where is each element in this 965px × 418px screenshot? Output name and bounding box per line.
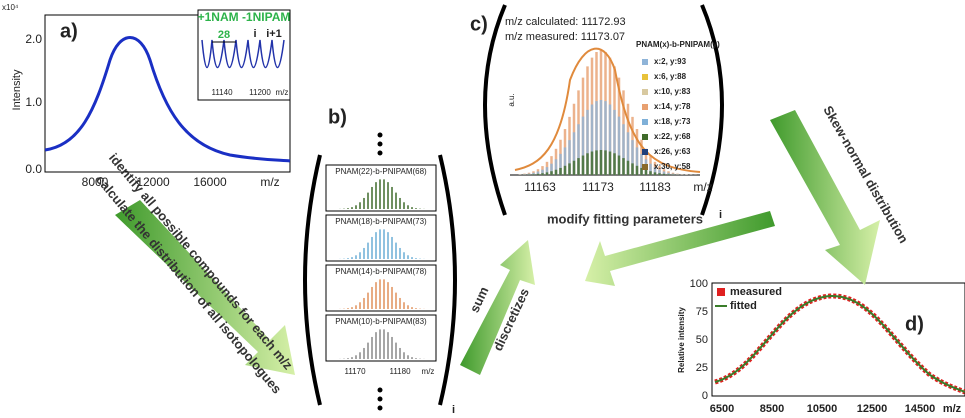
spectrum-label: PNAM(10)-b-PNIPAM(83)	[335, 317, 427, 326]
legend-label: x:2, y:93	[654, 57, 687, 66]
bracket	[483, 4, 507, 216]
y-tick-label: 0	[702, 390, 708, 402]
fitted-curve	[714, 294, 965, 393]
panel-label: b)	[328, 106, 347, 128]
peak-label: i+1	[266, 28, 282, 40]
axes-frame	[711, 282, 965, 397]
x-tick-label: 10500	[807, 403, 838, 415]
spectrum-box	[325, 164, 437, 212]
panel-d: d) measured fitted Relative intensity 10…	[677, 278, 965, 415]
bracket	[700, 4, 724, 216]
inset-title: +1NAM -1NIPAM	[198, 10, 291, 24]
x-tick-label: 12000	[136, 175, 170, 189]
arrow	[770, 110, 880, 285]
arrow-label: modify fitting parameters	[547, 211, 703, 226]
x-label: m/z	[260, 175, 279, 189]
spectrum-box	[325, 264, 437, 312]
x-tick-label: 12500	[857, 403, 888, 415]
legend-label: fitted	[730, 300, 757, 312]
legend-swatch	[642, 74, 648, 80]
y-exponent: x10⁴	[2, 3, 19, 12]
legend-swatch	[642, 164, 648, 170]
index: i	[452, 404, 455, 416]
x-tick-label: 6500	[710, 403, 734, 415]
x-tick-label: 8000	[82, 175, 109, 189]
y-tick-label: 50	[696, 334, 708, 346]
legend-swatch	[642, 59, 648, 65]
inset-x-tick: 11200	[249, 88, 271, 97]
index: i	[719, 209, 722, 221]
arrow-label: sum	[467, 284, 492, 315]
legend-swatch	[642, 104, 648, 110]
arrows: identify all possible compounds for each…	[93, 103, 911, 396]
panel-a: a) Intensity x10⁴ 2.0 1.0 0.0 8000 12000…	[2, 3, 291, 189]
legend-swatch	[642, 134, 648, 140]
x-tick-label: 11173	[582, 180, 614, 194]
x-tick-label: 11163	[524, 180, 556, 194]
spectrum-label: PNAM(22)-b-PNIPAM(68)	[335, 167, 427, 176]
legend-label: x:14, y:78	[654, 102, 691, 111]
y-tick-label: 2.0	[25, 32, 42, 46]
spectrum-box	[325, 214, 437, 262]
y-label: a.u.	[507, 93, 516, 106]
spacing: 28	[218, 29, 230, 41]
y-tick-label: 0.0	[25, 162, 42, 176]
legend-swatch	[642, 149, 648, 155]
peak-label: i	[253, 28, 256, 40]
legend-label: x:6, y:88	[654, 72, 687, 81]
x-tick-label: 11170	[344, 367, 366, 376]
legend-title: PNAM(x)-b-PNIPAM(y)	[636, 40, 720, 49]
dots	[377, 132, 383, 411]
x-label: m/z	[693, 180, 712, 194]
inset-x-label: m/z	[276, 88, 289, 97]
bracket	[438, 154, 457, 406]
inset-x-tick: 11140	[211, 88, 233, 97]
arrow-label: calculate the distribution of all isotop…	[93, 172, 285, 396]
x-tick-label: 16000	[193, 175, 227, 189]
panel-c: c) m/z calculated: 11172.93 m/z measured…	[470, 4, 724, 221]
legend-swatch	[642, 119, 648, 125]
arrow	[460, 240, 535, 375]
x-label: m/z	[422, 367, 435, 376]
x-label: m/z	[943, 403, 962, 415]
y-tick-label: 1.0	[25, 95, 42, 109]
y-tick-label: 100	[690, 278, 708, 290]
spectrum	[44, 36, 291, 163]
arrow	[115, 200, 295, 375]
spectrum-label: PNAM(14)-b-PNIPAM(78)	[335, 267, 427, 276]
panel-label: d)	[905, 313, 924, 335]
legend-swatch	[717, 288, 725, 296]
arrow	[585, 211, 775, 286]
x-tick-label: 8500	[760, 403, 784, 415]
legend-label: x:18, y:73	[654, 117, 691, 126]
envelope	[514, 47, 701, 173]
panel-b: b) PNAM(22)-b-PNIPAM(68) PNAM(18)-b-PNIPA…	[303, 106, 457, 416]
x-tick-label: 11180	[389, 367, 411, 376]
spectrum-label: PNAM(18)-b-PNIPAM(73)	[335, 217, 427, 226]
measured: m/z measured: 11173.07	[505, 31, 625, 43]
legend-label: x:22, y:68	[654, 132, 691, 141]
legend-label: measured	[730, 286, 782, 298]
y-label: Intensity	[11, 69, 23, 110]
panel-label: a)	[60, 20, 78, 42]
spectrum-box	[325, 314, 437, 362]
y-tick-label: 75	[696, 306, 708, 318]
x-tick-label: 11183	[639, 180, 671, 194]
legend-label: x:26, y:63	[654, 147, 691, 156]
x-tick-label: 14500	[905, 403, 936, 415]
inset-spectrum	[201, 39, 285, 68]
legend-label: x:10, y:83	[654, 87, 691, 96]
y-label: Relative intensity	[677, 307, 686, 373]
y-tick-label: 25	[696, 362, 708, 374]
panel-label: c)	[470, 13, 488, 35]
legend-label: x:30, y:58	[654, 162, 691, 171]
calculated: m/z calculated: 11172.93	[505, 16, 626, 28]
legend-swatch	[642, 89, 648, 95]
bracket	[303, 154, 322, 406]
